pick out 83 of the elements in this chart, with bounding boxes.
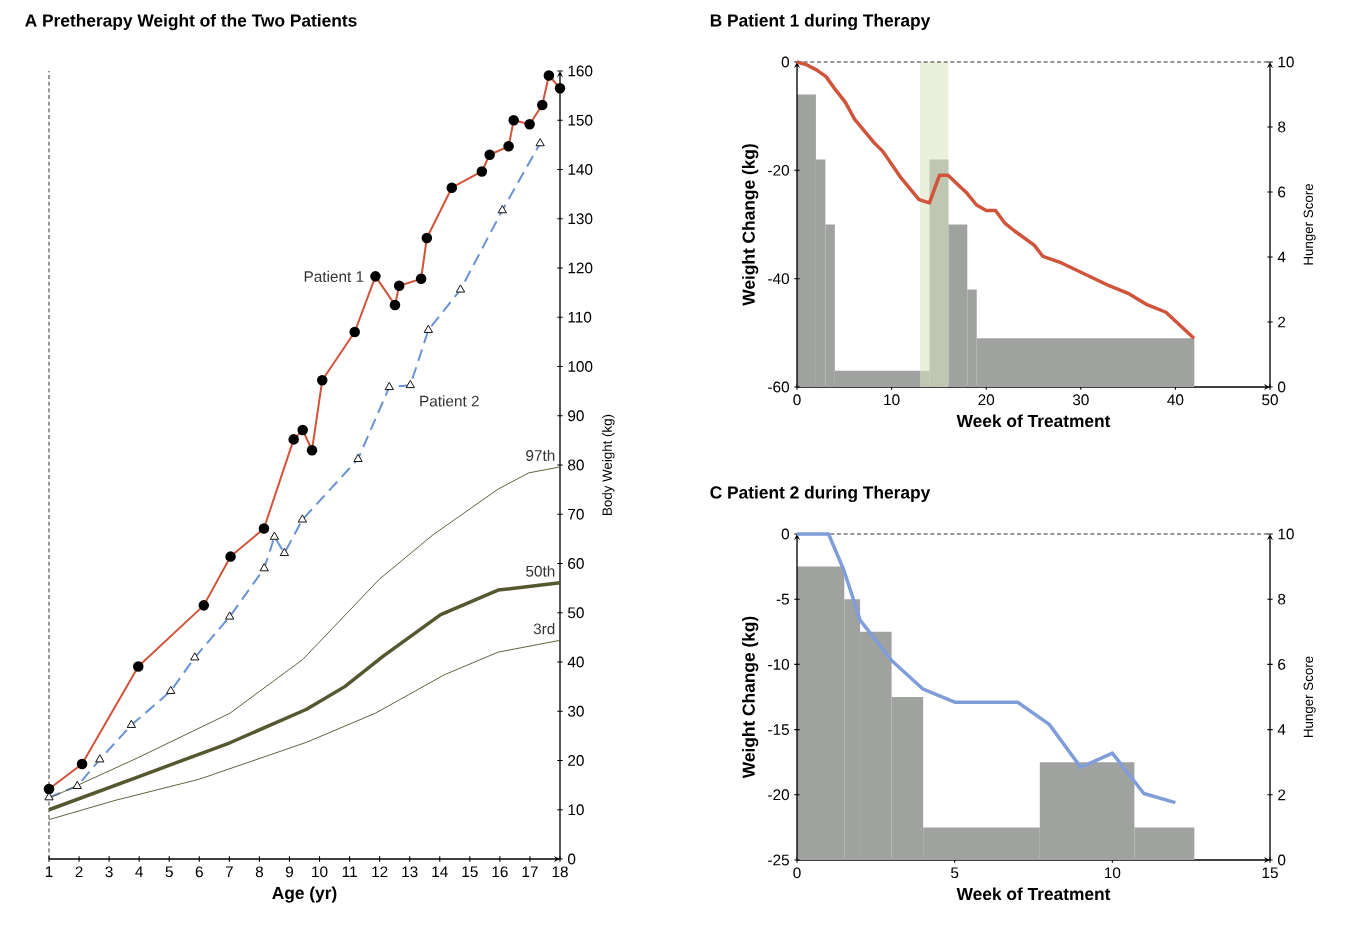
x-tick-label: 14 — [432, 866, 448, 877]
y2-tick-label: 0 — [1277, 381, 1286, 393]
x-tick-label: 7 — [225, 866, 233, 877]
x-tick-label: 5 — [165, 866, 173, 878]
x-tick-label: 3 — [105, 866, 113, 878]
y-tick-label: 0 — [781, 528, 790, 540]
chart-title: C Patient 2 during Therapy — [710, 485, 931, 503]
x-tick-label: 50 — [1262, 394, 1278, 406]
x-tick-label: 10 — [312, 866, 328, 878]
x-tick-label: 0 — [793, 394, 801, 406]
y2-tick-label: 2 — [1278, 789, 1286, 801]
y-tick-label: -15 — [768, 724, 789, 735]
y-tick-label: 20 — [568, 755, 584, 766]
x-tick-label: 17 — [522, 866, 538, 877]
y-tick-label: 120 — [568, 262, 593, 274]
x-tick-label: 15 — [462, 866, 478, 878]
y-tick-label: -10 — [768, 658, 790, 670]
y2-tick-label: 2 — [1278, 316, 1286, 328]
x-tick-label: 6 — [195, 866, 203, 878]
y-axis-title: Weight Change (kg) — [742, 144, 759, 306]
x-tick-label: 2 — [75, 866, 83, 878]
y-tick-label: 160 — [568, 65, 593, 77]
y-tick-label: 0 — [567, 853, 576, 865]
y-tick-label: -5 — [776, 593, 789, 605]
x-tick-label: 5 — [951, 867, 959, 879]
y-tick-label: -60 — [768, 381, 790, 393]
y-tick-label: 90 — [568, 410, 584, 422]
series-label: 3rd — [533, 623, 555, 635]
chart-title: A Pretherapy Weight of the Two Patients — [25, 13, 357, 31]
y2-tick-label: 4 — [1277, 251, 1286, 263]
x-tick-label: 15 — [1262, 867, 1278, 879]
y-axis-title: Weight Change (kg) — [742, 616, 759, 779]
x-tick-label: 1 — [45, 866, 53, 877]
y-tick-label: 60 — [568, 558, 584, 569]
x-tick-label: 4 — [135, 866, 143, 877]
x-tick-label: 18 — [552, 866, 568, 878]
x-tick-label: 40 — [1167, 394, 1184, 406]
y-tick-label: 140 — [568, 164, 593, 175]
y2-tick-label: 6 — [1278, 186, 1286, 198]
y-tick-label: 30 — [567, 705, 584, 717]
x-axis-title: Week of Treatment — [956, 887, 1111, 901]
x-tick-label: 13 — [402, 866, 418, 878]
x-tick-label: 10 — [884, 394, 900, 406]
x-axis-title: Age (yr) — [272, 886, 337, 903]
y-tick-label: 80 — [568, 459, 584, 471]
y-tick-label: 70 — [568, 508, 584, 520]
y2-axis-title: Hunger Score — [1303, 656, 1316, 738]
y2-tick-label: 10 — [1278, 56, 1294, 68]
y2-tick-label: 8 — [1278, 121, 1286, 133]
x-tick-label: 12 — [372, 866, 388, 878]
y-tick-label: -25 — [768, 854, 789, 866]
x-tick-label: 20 — [978, 394, 995, 406]
y-tick-label: 150 — [568, 114, 593, 126]
series-label: Patient 2 — [420, 395, 479, 407]
y-tick-label: 10 — [568, 804, 584, 816]
y2-tick-label: 6 — [1278, 658, 1286, 670]
x-tick-label: 0 — [793, 867, 801, 879]
series-label: 50th — [526, 565, 555, 577]
y-tick-label: 0 — [781, 56, 790, 68]
chart-title: B Patient 1 during Therapy — [710, 13, 931, 31]
x-tick-label: 16 — [492, 866, 508, 878]
x-tick-label: 9 — [285, 866, 294, 878]
y-tick-label: 110 — [568, 311, 592, 323]
y-tick-label: -20 — [768, 789, 790, 801]
x-tick-label: 11 — [342, 866, 357, 877]
y2-tick-label: 4 — [1277, 724, 1286, 735]
y2-tick-label: 10 — [1278, 528, 1294, 540]
y2-tick-label: 8 — [1278, 593, 1286, 605]
y-tick-label: -20 — [768, 164, 790, 176]
x-axis-title: Week of Treatment — [956, 414, 1111, 428]
series-label: 97th — [526, 449, 555, 461]
x-tick-label: 8 — [255, 866, 264, 878]
y2-axis-title: Hunger Score — [1303, 183, 1316, 265]
x-tick-label: 30 — [1072, 394, 1089, 406]
y-tick-label: 40 — [567, 656, 584, 668]
x-tick-label: 10 — [1104, 867, 1121, 879]
y-axis-title: Body Weight (kg) — [602, 414, 615, 515]
y-tick-label: -40 — [768, 273, 790, 285]
y-tick-label: 100 — [568, 361, 593, 372]
y-tick-label: 50 — [567, 607, 584, 619]
series-label: Patient 1 — [304, 270, 364, 282]
y-tick-label: 130 — [568, 213, 593, 225]
y2-tick-label: 0 — [1277, 854, 1286, 866]
